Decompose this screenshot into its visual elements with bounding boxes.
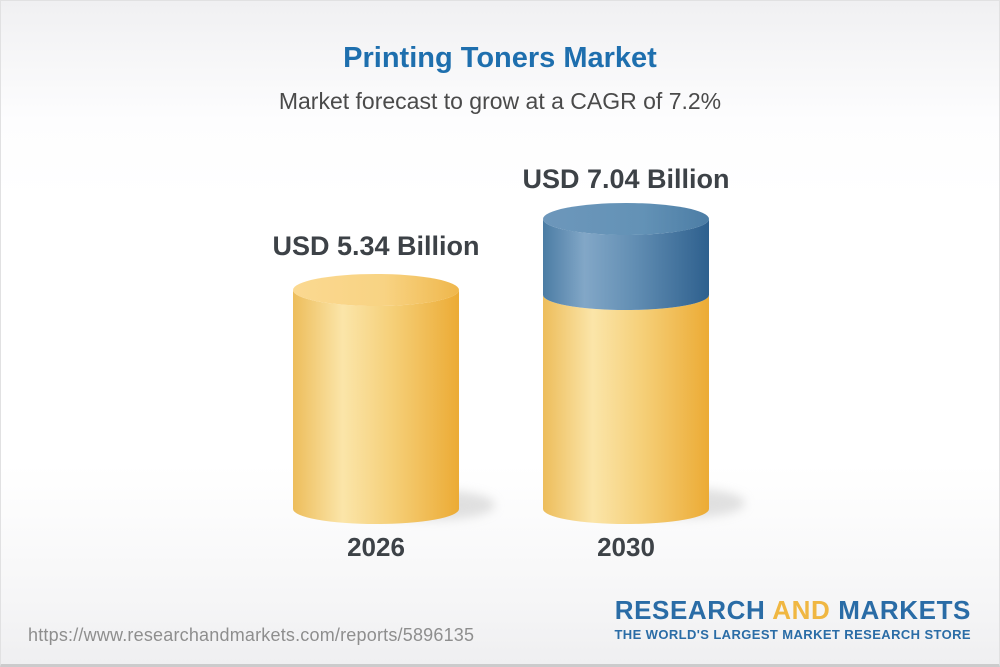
logo-word-markets: MARKETS (838, 595, 971, 625)
bar-2030-base-segment (543, 295, 709, 524)
bar-2030-top (543, 203, 709, 235)
logo-word-and: AND (772, 595, 831, 625)
value-label-2026: USD 5.34 Billion (272, 231, 480, 261)
category-label-2030: 2030 (597, 532, 655, 562)
bar-2026-top (293, 274, 459, 306)
category-label-2026: 2026 (347, 532, 405, 562)
value-label-2030: USD 7.04 Billion (522, 164, 730, 194)
logo-word-research: RESEARCH (614, 595, 766, 625)
bar-2026-cylinder (293, 274, 459, 524)
page-subtitle: Market forecast to grow at a CAGR of 7.2… (278, 88, 722, 114)
bar-2030-growth-segment (543, 219, 709, 310)
bar-2030-cylinder (543, 203, 709, 524)
logo-wordmark: RESEARCH AND MARKETS (614, 597, 971, 623)
page-title: Printing Toners Market (343, 42, 657, 74)
bar-2026-body (293, 290, 459, 524)
logo-tagline: THE WORLD'S LARGEST MARKET RESEARCH STOR… (614, 627, 971, 642)
report-url[interactable]: https://www.researchandmarkets.com/repor… (28, 625, 475, 645)
research-and-markets-logo: RESEARCH AND MARKETS THE WORLD'S LARGEST… (614, 597, 971, 641)
